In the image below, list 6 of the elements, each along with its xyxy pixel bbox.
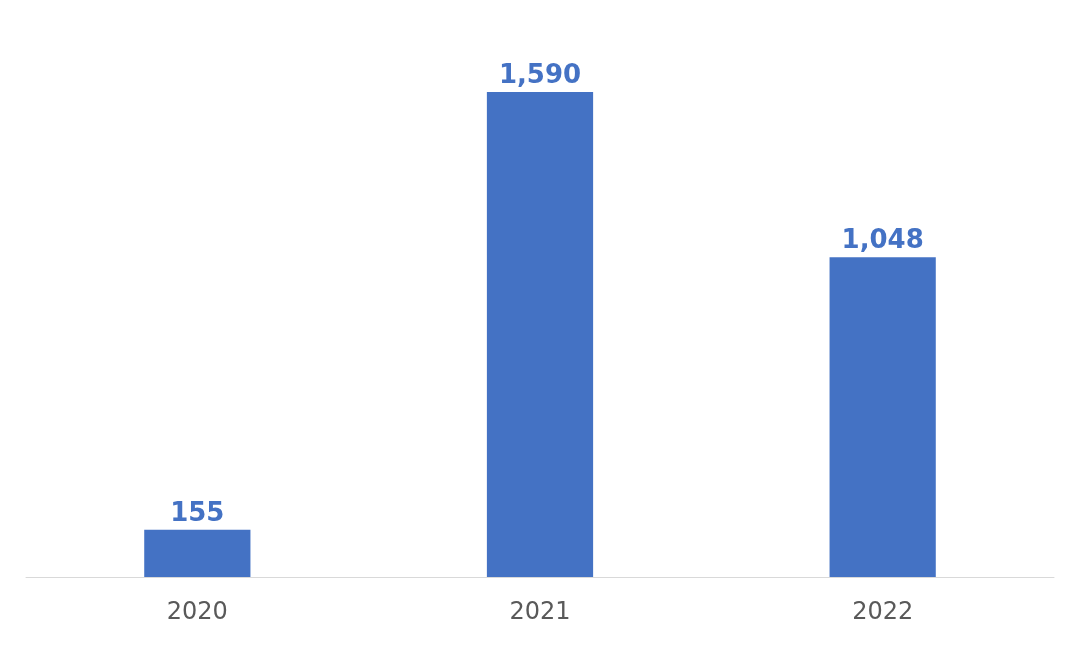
data-label: 1,590	[498, 59, 582, 89]
data-label: 155	[170, 496, 225, 527]
x-tick-label: 2020	[166, 597, 228, 625]
data-label: 1,048	[841, 224, 924, 255]
x-tick-label: 2022	[852, 597, 914, 625]
x-tick-label: 2021	[509, 597, 571, 625]
